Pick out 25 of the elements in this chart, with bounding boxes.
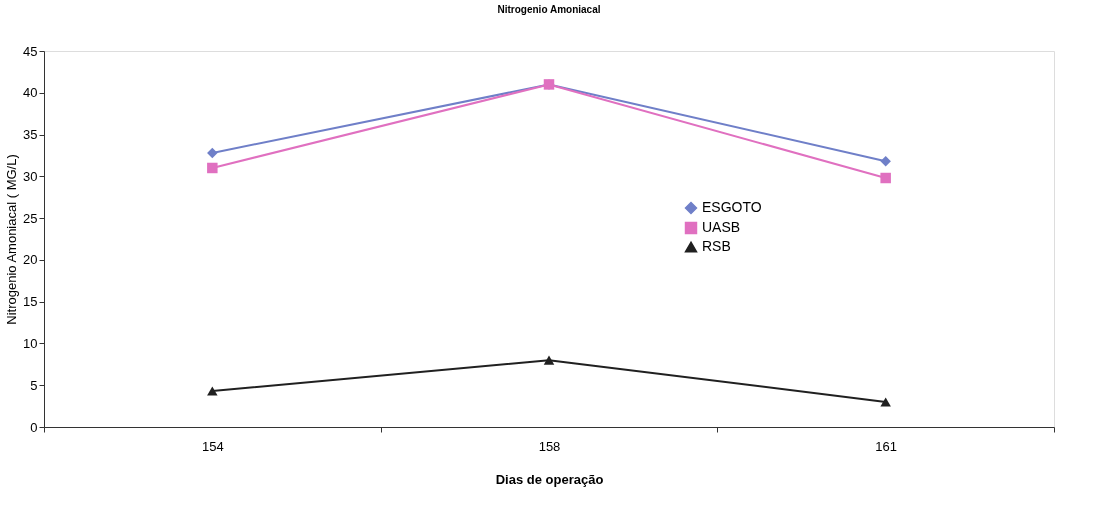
- y-tick-label: 0: [30, 419, 38, 435]
- legend-label: RSB: [702, 238, 731, 254]
- x-tick-label: 161: [875, 438, 898, 454]
- chart-title: Nitrogenio Amoniacal: [497, 4, 601, 15]
- point: [543, 355, 555, 365]
- y-tick-label: 30: [23, 168, 38, 184]
- x-tick-label: 154: [201, 438, 224, 454]
- point: [880, 156, 891, 167]
- x-axis-title: Dias de operação: [495, 471, 604, 487]
- y-tick-label: 5: [30, 377, 38, 393]
- y-tick-label: 35: [23, 127, 38, 143]
- y-tick-label: 20: [23, 252, 38, 268]
- y-tick-label: 10: [23, 335, 38, 351]
- y-axis-title: Nitrogenio Amoniacal ( MG/L): [4, 154, 20, 325]
- legend-label: ESGOTO: [702, 199, 762, 215]
- x-tick-label: 158: [538, 438, 561, 454]
- y-tick-label: 40: [23, 85, 38, 101]
- y-tick-label: 25: [23, 210, 38, 226]
- point: [880, 172, 891, 184]
- point: [207, 162, 218, 174]
- point: [207, 147, 218, 159]
- legend-label: UASB: [702, 219, 741, 235]
- y-tick-label: 45: [23, 43, 38, 59]
- point: [207, 386, 218, 396]
- y-tick-label: 15: [23, 294, 38, 310]
